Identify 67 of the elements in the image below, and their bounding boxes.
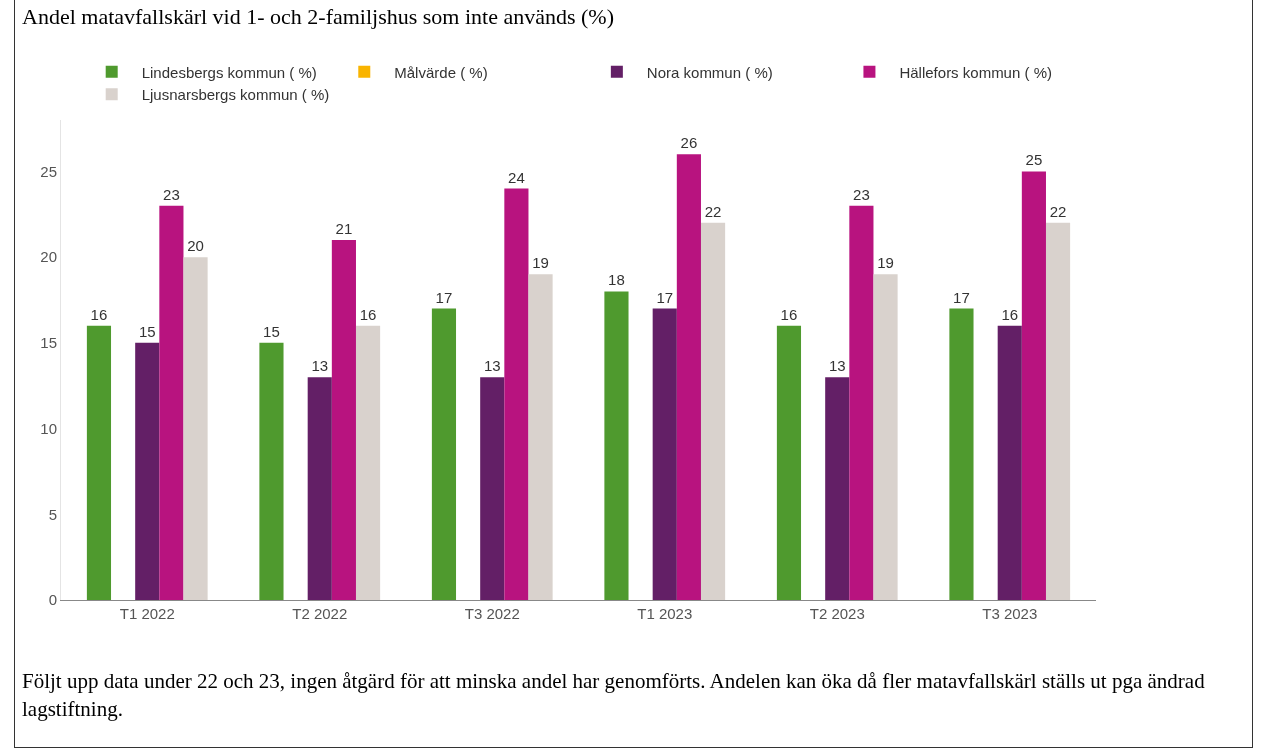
- bar: [86, 325, 112, 600]
- data-label: 16: [780, 305, 798, 323]
- bar: [504, 188, 529, 600]
- bar: [949, 308, 974, 600]
- bar: [480, 377, 505, 600]
- y-tick-label: 20: [40, 248, 57, 266]
- bar: [676, 154, 701, 600]
- bar: [307, 377, 332, 600]
- data-label: 19: [877, 254, 894, 272]
- data-label: 23: [163, 185, 180, 203]
- data-label: 13: [483, 357, 501, 375]
- chart-title: Andel matavfallskärl vid 1- och 2-familjshus som inte används (%): [22, 4, 615, 30]
- bar: [431, 308, 457, 600]
- legend-label: Målvärde ( %): [394, 63, 488, 81]
- bar: [331, 240, 356, 600]
- data-label: 25: [1025, 151, 1043, 169]
- data-label: 26: [680, 134, 698, 152]
- legend-label: Hällefors kommun ( %): [899, 63, 1052, 81]
- bar: [825, 377, 850, 600]
- data-label: 22: [1049, 202, 1067, 220]
- data-label: 17: [953, 288, 970, 306]
- x-tick-label: T2 2022: [292, 605, 348, 622]
- bar: [997, 325, 1022, 600]
- x-tick-label: T2 2023: [809, 605, 865, 622]
- x-tick-label: T1 2022: [119, 605, 175, 622]
- bar: [183, 257, 208, 600]
- bar: [528, 274, 553, 600]
- text: Följt upp data under 22 och 23, ingen åtgärd för att minska andel har genomförts. Andelen kan öka då fler matavfallskärl ställs ut pga ändrad lagstiftning.: [22, 668, 1206, 723]
- bar: [849, 205, 874, 600]
- data-label: 20: [187, 237, 204, 255]
- bar: [1021, 171, 1046, 600]
- bar: [652, 308, 677, 600]
- y-tick-label: 10: [40, 419, 57, 437]
- data-label: 21: [335, 220, 353, 237]
- bar: [776, 325, 802, 600]
- y-tick-label: 15: [40, 334, 57, 352]
- bar: [873, 274, 898, 600]
- data-label: 18: [608, 271, 625, 289]
- data-label: 24: [508, 168, 525, 186]
- legend-label: Lindesbergs kommun ( %): [141, 63, 317, 81]
- bar: [159, 205, 184, 600]
- legend-label: Nora kommun ( %): [646, 63, 773, 81]
- y-tick-label: 5: [48, 505, 57, 523]
- bar: [1045, 222, 1071, 600]
- data-label: 15: [263, 322, 280, 340]
- data-label: 19: [532, 254, 549, 272]
- data-label: 13: [828, 357, 846, 375]
- data-label: 23: [853, 185, 870, 203]
- bar: [700, 222, 726, 600]
- bar: [259, 342, 284, 600]
- data-label: 16: [90, 305, 108, 323]
- y-tick-label: 25: [40, 162, 57, 180]
- data-label: 17: [656, 288, 674, 306]
- data-label: 16: [1001, 305, 1019, 323]
- x-tick-label: T1 2023: [637, 605, 693, 622]
- x-tick-label: T3 2023: [982, 605, 1038, 622]
- data-label: 15: [138, 322, 156, 340]
- data-label: 16: [359, 305, 377, 323]
- bar: [604, 291, 629, 600]
- data-label: 22: [704, 202, 722, 220]
- x-tick-label: T3 2022: [464, 605, 520, 622]
- bar: [135, 342, 160, 600]
- data-label: 17: [435, 288, 453, 306]
- y-tick-label: 0: [48, 591, 57, 609]
- bar: [355, 325, 381, 600]
- data-label: 13: [311, 357, 329, 375]
- legend-label: Ljusnarsbergs kommun ( %): [141, 86, 330, 103]
